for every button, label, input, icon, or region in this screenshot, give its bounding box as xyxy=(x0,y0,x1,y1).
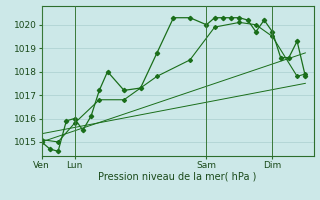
X-axis label: Pression niveau de la mer( hPa ): Pression niveau de la mer( hPa ) xyxy=(99,171,257,181)
